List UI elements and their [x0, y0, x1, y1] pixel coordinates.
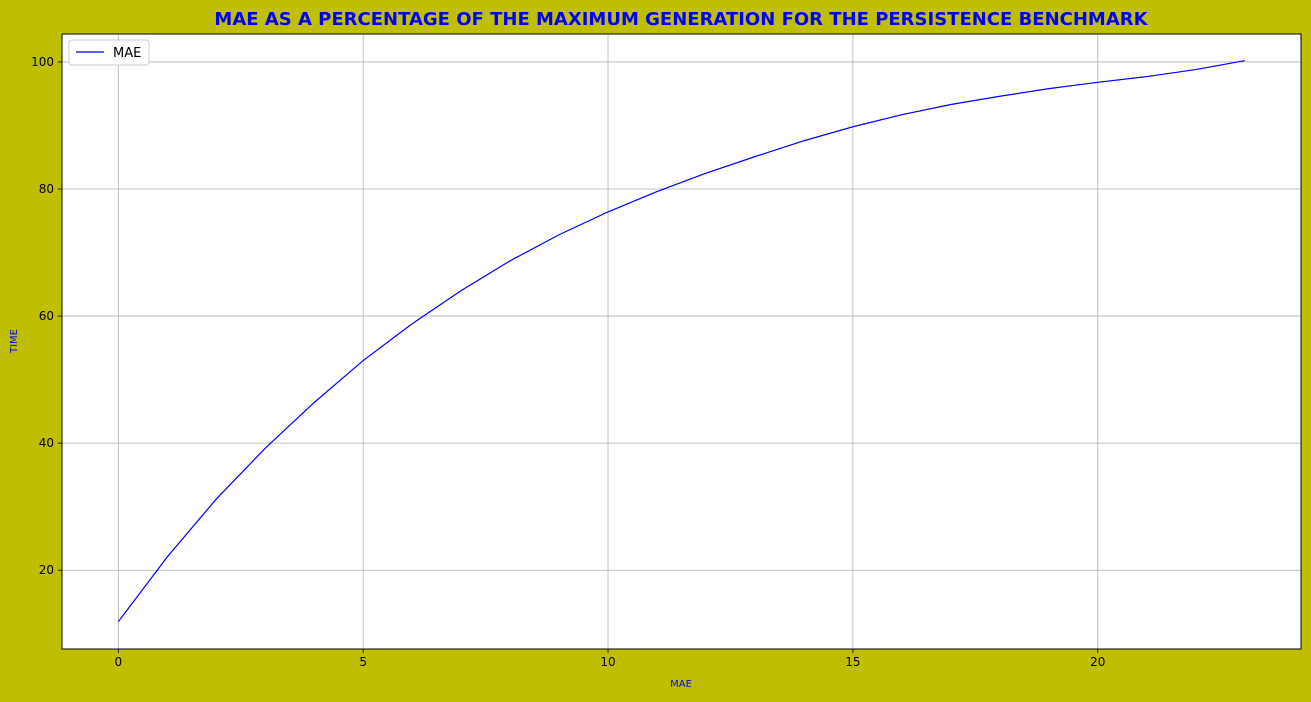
- series-layer: [117, 60, 1245, 623]
- x-axis-label: MAE: [670, 679, 692, 690]
- grid-layer: [62, 34, 1301, 649]
- y-tick-label: 100: [31, 55, 54, 69]
- x-tick-label: 5: [359, 655, 367, 669]
- y-tick-label: 20: [39, 563, 54, 577]
- chart-title: MAE AS A PERCENTAGE OF THE MAXIMUM GENER…: [214, 9, 1148, 30]
- legend: MAE: [68, 39, 150, 66]
- y-tick-label: 80: [39, 182, 54, 196]
- x-tick-label: 20: [1090, 655, 1105, 669]
- series-line-mae: [117, 60, 1245, 623]
- legend-label-mae: MAE: [113, 46, 141, 61]
- y-tick-label: 60: [39, 309, 54, 323]
- x-tick-label: 10: [600, 655, 615, 669]
- y-tick-label: 40: [39, 436, 54, 450]
- x-tick-label: 15: [845, 655, 860, 669]
- y-axis-label: TIME: [9, 329, 20, 354]
- plot-frame: [61, 33, 1302, 650]
- tick-layer: 0 5 10 15 20 20 40 60 80 100: [31, 55, 1105, 669]
- legend-box: [68, 39, 150, 66]
- x-tick-label: 0: [114, 655, 122, 669]
- plot-area: [62, 34, 1301, 649]
